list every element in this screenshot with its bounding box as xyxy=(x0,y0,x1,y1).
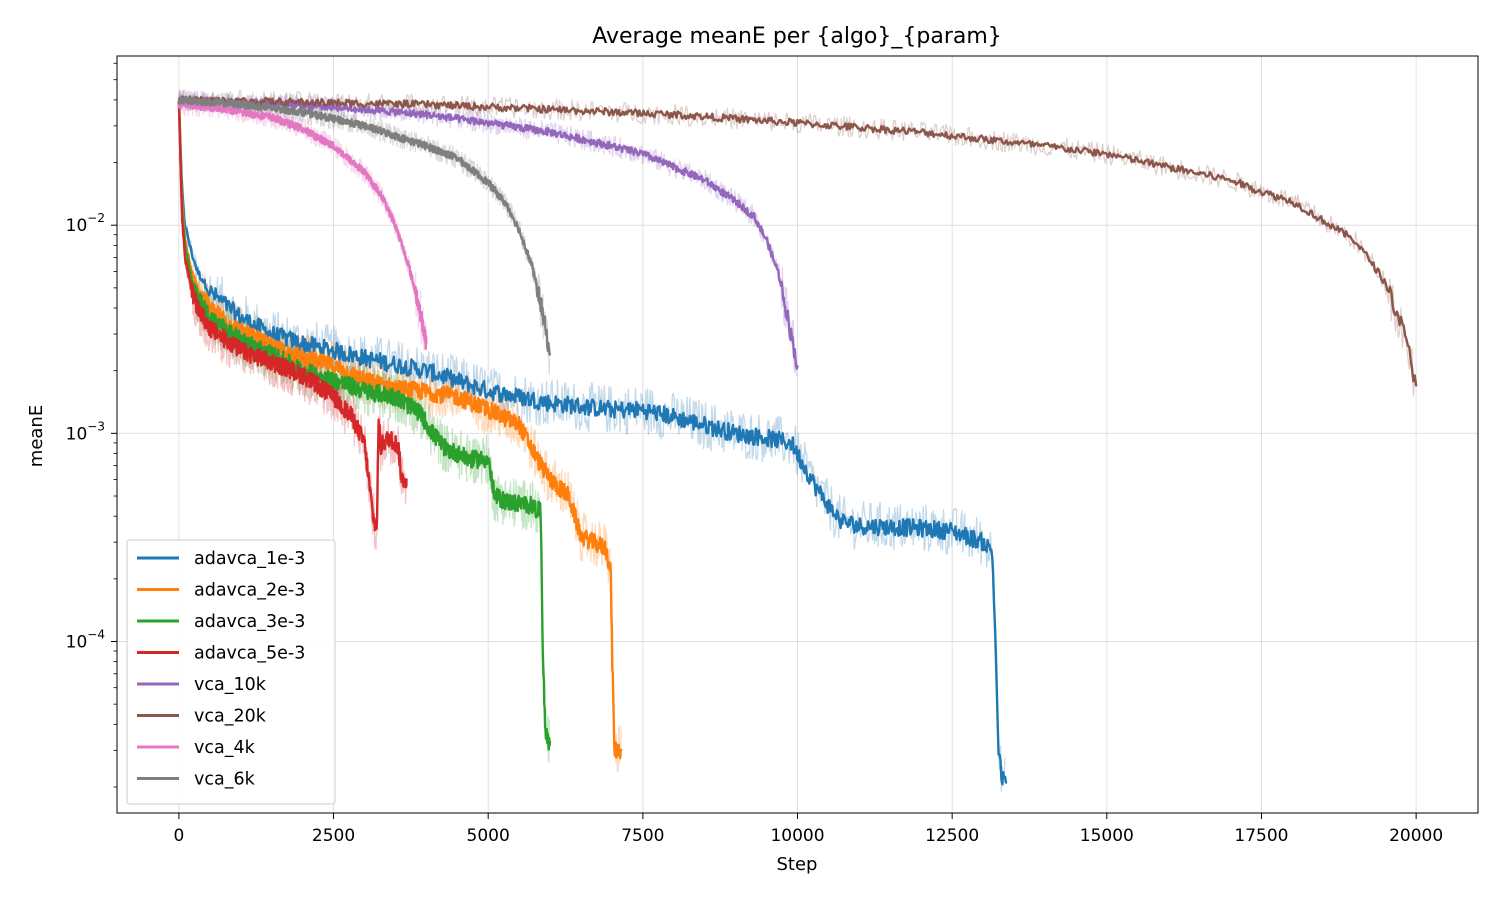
x-tick-label: 5000 xyxy=(467,826,510,846)
series-band-adavca_1e-3 xyxy=(178,96,1006,792)
legend-label: vca_6k xyxy=(194,770,256,790)
y-tick-base: 10 xyxy=(66,216,88,236)
x-tick-label: 15000 xyxy=(1080,826,1134,846)
legend-label: adavca_1e-3 xyxy=(194,549,305,569)
x-tick-label: 12500 xyxy=(925,826,979,846)
legend-label: adavca_2e-3 xyxy=(194,581,305,601)
y-tick-exponent: −3 xyxy=(87,419,105,433)
y-tick-exponent: −2 xyxy=(87,211,105,225)
axis-ticks: 0 2500 5000 7500 10000 12500 15000 17500 20000 10… xyxy=(66,62,1443,846)
y-tick-base: 10 xyxy=(66,424,88,444)
legend: adavca_1e-3 adavca_2e-3 adavca_3e-3 adavca_… xyxy=(126,539,336,805)
y-tick-base: 10 xyxy=(66,633,88,653)
y-tick-label: 10−4 xyxy=(66,628,105,653)
legend-label: vca_4k xyxy=(194,738,256,758)
legend-box xyxy=(126,539,336,805)
x-tick-label: 2500 xyxy=(312,826,355,846)
series-lines xyxy=(177,95,1418,786)
series-line-vca_20k xyxy=(177,95,1418,387)
y-tick-label: 10−3 xyxy=(66,419,105,444)
y-tick-exponent: −4 xyxy=(87,628,105,642)
x-axis-label: Step xyxy=(777,854,818,875)
x-tick-label: 17500 xyxy=(1234,826,1288,846)
series-line-vca_4k xyxy=(177,100,428,350)
legend-label: vca_10k xyxy=(194,675,267,695)
legend-label: adavca_3e-3 xyxy=(194,612,305,632)
x-tick-label: 0 xyxy=(173,826,184,846)
series-line-adavca_5e-3 xyxy=(177,101,408,532)
chart-title: Average meanE per {algo}_{param} xyxy=(592,24,1002,49)
x-tick-label: 20000 xyxy=(1389,826,1443,846)
series-line-adavca_1e-3 xyxy=(177,100,1008,786)
x-tick-label: 10000 xyxy=(770,826,824,846)
y-axis-label: meanE xyxy=(26,405,47,467)
x-tick-label: 7500 xyxy=(621,826,664,846)
series-band-vca_20k xyxy=(178,89,1416,397)
series-line-vca_6k xyxy=(177,95,552,356)
series-line-adavca_2e-3 xyxy=(177,100,623,760)
y-tick-label: 10−2 xyxy=(66,211,105,236)
legend-label: vca_20k xyxy=(194,707,267,727)
legend-label: adavca_5e-3 xyxy=(194,644,305,664)
